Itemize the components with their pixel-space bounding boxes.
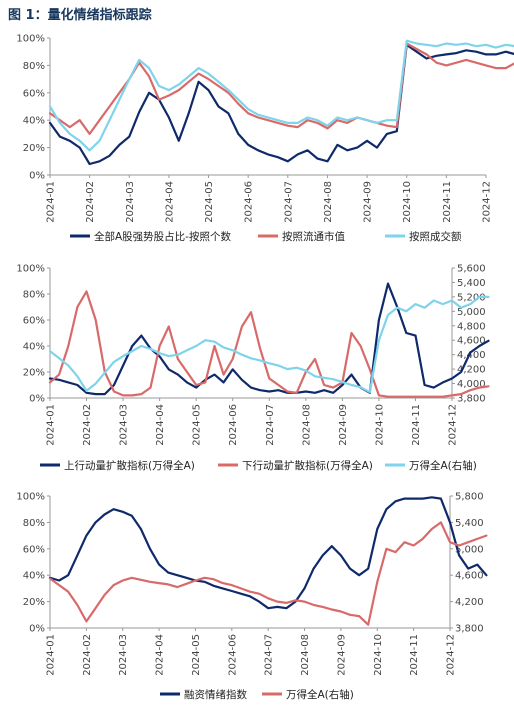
- legend-label: 按照成交额: [409, 230, 462, 243]
- y-tick-label: 60%: [23, 316, 45, 327]
- x-tick-label: 2024-10: [373, 634, 384, 676]
- legend-label: 按照流通市值: [282, 230, 345, 243]
- y-tick-label: 80%: [23, 518, 45, 529]
- legend-label: 万得全A(右轴): [409, 459, 477, 472]
- chart-panel-2: 0% 20% 40% 60% 80% 100% 3,800 4,000 4,200 4,400 4,…: [16, 264, 490, 472]
- y-tick-label: 60%: [23, 544, 45, 555]
- y2-tick-label: 5,800: [455, 492, 484, 503]
- y-tick-label: 40%: [23, 342, 45, 353]
- y-tick-label: 60%: [23, 88, 45, 99]
- y2-tick-label: 4,600: [457, 336, 486, 347]
- y-tick-label: 40%: [23, 571, 45, 582]
- series-line-2: [48, 290, 490, 398]
- x-tick-label: 2024-05: [191, 634, 202, 676]
- x-tick-label: 2024-06: [244, 181, 255, 223]
- y2-tick-label: 4,400: [457, 350, 486, 361]
- chart-panel-1: 0% 20% 40% 60% 80% 100% 2024-01 2024-02 2024-03 2…: [16, 34, 514, 243]
- y-tick-label: 20%: [23, 143, 45, 154]
- y2-tick-label: 4,200: [457, 365, 486, 376]
- x-tick-label: 2024-08: [300, 634, 311, 676]
- x-tick-label: 2024-05: [204, 181, 215, 223]
- x-tick-label: 2024-10: [374, 404, 385, 446]
- x-tick-label: 2024-06: [227, 634, 238, 676]
- y-tick-label: 100%: [16, 34, 45, 45]
- y2-tick-label: 5,200: [457, 292, 486, 303]
- y2-tick-label: 5,000: [457, 307, 486, 318]
- legend-label: 下行动量扩散指标(万得全A): [242, 459, 373, 472]
- y-tick-label: 0%: [29, 624, 45, 635]
- x-tick-label: 2024-12: [448, 404, 459, 446]
- y-tick-label: 0%: [29, 394, 45, 405]
- y-tick-label: 100%: [16, 492, 45, 503]
- series-line-1: [48, 282, 490, 396]
- x-tick-label: 2024-04: [164, 181, 175, 223]
- x-tick-label: 2024-11: [442, 181, 453, 223]
- x-tick-label: 2024-04: [155, 634, 166, 676]
- y2-tick-label: 5,000: [455, 544, 484, 555]
- y2-tick-label: 4,600: [455, 571, 484, 582]
- y-tick-label: 80%: [23, 290, 45, 301]
- y-tick-label: 0%: [29, 171, 45, 182]
- x-tick-label: 2024-04: [155, 404, 166, 446]
- x-tick-label: 2024-12: [482, 181, 493, 223]
- y2-tick-label: 3,800: [455, 624, 484, 635]
- x-tick-label: 2024-07: [283, 181, 294, 223]
- x-tick-label: 2024-11: [409, 634, 420, 676]
- y2-tick-label: 4,000: [457, 379, 486, 390]
- y-tick-label: 100%: [16, 264, 45, 275]
- legend-label: 上行动量扩散指标(万得全A): [64, 459, 195, 472]
- legend-label: 全部A股强势股占比-按照个数: [94, 230, 231, 243]
- x-tick-label: 2024-06: [228, 404, 239, 446]
- x-tick-label: 2024-02: [82, 404, 93, 446]
- y-tick-label: 20%: [23, 597, 45, 608]
- x-tick-label: 2024-03: [118, 634, 129, 676]
- x-tick-label: 2024-07: [264, 634, 275, 676]
- x-tick-label: 2024-07: [265, 404, 276, 446]
- series-line-1: [48, 43, 514, 166]
- x-tick-label: 2024-03: [119, 404, 130, 446]
- series-line-1: [48, 496, 488, 610]
- x-tick-label: 2024-12: [446, 634, 457, 676]
- series-line-2: [48, 521, 488, 626]
- x-tick-label: 2024-11: [411, 404, 422, 446]
- x-tick-label: 2024-09: [363, 181, 374, 223]
- y2-tick-label: 5,400: [457, 278, 486, 289]
- y2-tick-label: 3,800: [457, 394, 486, 405]
- x-tick-label: 2024-10: [402, 181, 413, 223]
- y-tick-label: 40%: [23, 116, 45, 127]
- x-tick-label: 2024-02: [82, 634, 93, 676]
- x-tick-label: 2024-01: [46, 634, 57, 676]
- x-tick-label: 2024-09: [338, 404, 349, 446]
- x-tick-label: 2024-05: [192, 404, 203, 446]
- series-line-3: [48, 295, 490, 394]
- y2-tick-label: 4,200: [455, 597, 484, 608]
- legend-label: 万得全A(右轴): [286, 688, 354, 701]
- x-tick-label: 2024-01: [46, 181, 57, 223]
- y-tick-label: 80%: [23, 61, 45, 72]
- x-tick-label: 2024-01: [46, 404, 57, 446]
- y-tick-label: 20%: [23, 368, 45, 379]
- y2-tick-label: 5,400: [455, 518, 484, 529]
- chart-panel-3: 0% 20% 40% 60% 80% 100% 3,800 4,200 4,600 5,000 5,…: [16, 492, 488, 701]
- x-tick-label: 2024-09: [336, 634, 347, 676]
- x-tick-label: 2024-03: [125, 181, 136, 223]
- y2-tick-label: 5,600: [457, 264, 486, 275]
- figure-title: 图 1：量化情绪指标跟踪: [8, 8, 152, 23]
- x-tick-label: 2024-08: [301, 404, 312, 446]
- x-tick-label: 2024-02: [85, 181, 96, 223]
- y2-tick-label: 4,800: [457, 321, 486, 332]
- legend-label: 融资情绪指数: [184, 688, 247, 701]
- series-line-3: [48, 39, 514, 152]
- x-tick-label: 2024-08: [323, 181, 334, 223]
